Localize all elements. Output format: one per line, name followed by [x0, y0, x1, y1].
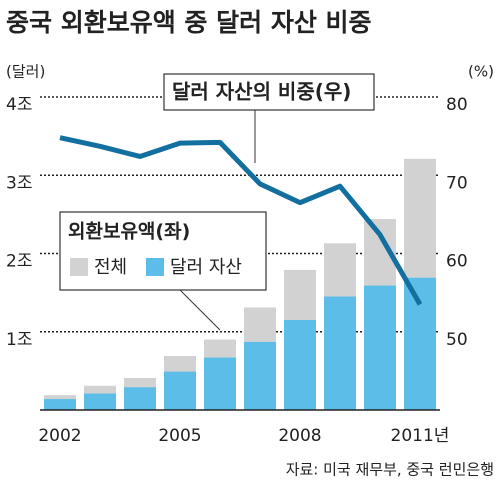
plot: 1조 2조 3조 4조 50 60 70 80 2002 2005 2008 2011년	[6, 95, 468, 446]
bar	[44, 399, 76, 410]
bar	[204, 357, 236, 410]
line	[59, 135, 423, 306]
x-tick-label: 2002	[38, 426, 81, 446]
y2-tick-label: 70	[446, 173, 468, 193]
x-tick-label: 2011년	[391, 426, 450, 446]
y-tick-label: 1조	[6, 330, 32, 350]
callout-box	[163, 73, 375, 111]
bar	[84, 393, 116, 410]
y-axis-label: (달러)	[6, 63, 45, 81]
legend-swatch	[70, 258, 88, 276]
bar	[404, 277, 436, 410]
y-tick-label: 4조	[6, 95, 32, 115]
legend-title: 외환보유액(좌)	[68, 221, 190, 243]
legend-label: 전체	[94, 257, 127, 278]
bar	[324, 296, 356, 410]
y2-tick-label: 80	[446, 95, 468, 115]
legend-box	[59, 211, 267, 291]
legend-swatch	[146, 258, 164, 276]
x-tick-label: 2008	[278, 426, 321, 446]
x-tick-label: 2005	[158, 426, 201, 446]
legend-pointer	[179, 289, 221, 331]
y2-axis-label: (%)	[468, 63, 494, 81]
source: 자료: 미국 재무부, 중국 런민은행	[286, 461, 494, 479]
bar	[124, 387, 156, 410]
y-tick-label: 2조	[6, 252, 32, 272]
bar	[284, 320, 316, 410]
bar	[164, 371, 196, 410]
bar	[244, 341, 276, 410]
y-tick-label: 3조	[6, 173, 32, 193]
y2-tick-label: 50	[446, 330, 468, 350]
y2-tick-label: 60	[446, 252, 468, 272]
legend-label: 달러 자산	[170, 257, 242, 278]
chart-title: 중국 외환보유액 중 달러 자산 비중	[6, 8, 372, 37]
bar	[364, 285, 396, 410]
callout-text: 달러 자산의 비중(우)	[172, 80, 351, 104]
